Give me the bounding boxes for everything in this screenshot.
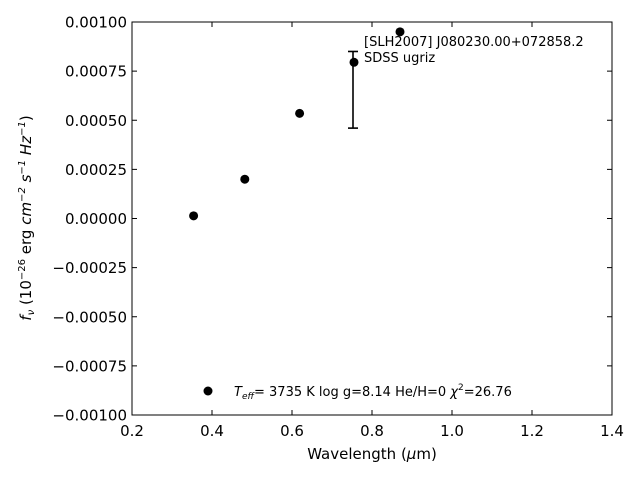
y-axis-title-f: f [17,313,35,321]
y-tick-label: 0.00000 [65,210,127,228]
legend: Teff= 3735 K log g=8.14 He/H=0 χ2=26.76 [203,383,512,402]
annotation-object-name: [SLH2007] J080230.00+072858.2 [364,35,584,50]
y-axis-title-part1: (10 [17,280,35,310]
x-tick-labels: 0.2 0.4 0.6 0.8 1.0 1.2 1.4 [120,422,624,440]
y-axis-title-exp1: −26 [17,259,28,280]
y-axis-title-exp4: −1 [17,121,28,136]
y-axis-title-cm: cm [17,202,35,225]
x-axis-title-prefix: Wavelength ( [307,445,407,463]
data-points [189,27,405,221]
legend-label: Teff= 3735 K log g=8.14 He/H=0 χ2=26.76 [234,383,512,402]
data-point [395,27,405,37]
legend-teff-subscript: eff [242,392,256,402]
legend-params: = 3735 K log g=8.14 He/H=0 [254,385,450,400]
y-tick-label: −0.00025 [52,259,127,277]
x-tick-label: 0.2 [120,422,144,440]
plot-frame [131,21,613,416]
x-axis-title-mu: μ [406,445,417,463]
y-tick-label: 0.00025 [65,161,127,179]
x-tick-label: 1.4 [600,422,624,440]
legend-chi-superscript: 2 [458,383,464,393]
y-tick-labels: 0.00100 0.00075 0.00050 0.00025 0.00000 −0.00… [52,14,127,425]
legend-chi-symbol: χ [449,385,459,400]
y-tick-label: −0.00075 [52,357,127,375]
y-tick-label: 0.00100 [65,14,127,32]
x-tick-label: 1.0 [440,422,464,440]
y-axis-title-s: s [17,174,35,187]
data-point [240,174,250,184]
y-axis-title-nu: ν [26,309,37,315]
x-tick-label: 1.2 [520,422,544,440]
y-axis-title-exp3: −1 [17,160,28,175]
axis-ticks [131,21,613,416]
x-axis-title-suffix: m) [416,445,436,463]
data-point [349,57,359,67]
x-axis-title: Wavelength (μm) [307,445,437,463]
y-axis-title-part2: erg [17,225,35,259]
y-axis-title-hz: Hz [17,135,35,160]
data-point [295,108,305,118]
y-tick-label: −0.00050 [52,308,127,326]
x-tick-label: 0.6 [280,422,304,440]
y-axis-title-exp2: −2 [17,187,28,202]
legend-chi-value: =26.76 [464,385,512,400]
y-tick-label: 0.00075 [65,63,127,81]
y-axis-title-close: ) [17,115,35,121]
y-axis-title: fν (10−26 erg cm−2 s−1 Hz−1) [17,115,37,320]
annotation-filter-set: SDSS ugriz [364,51,435,66]
x-tick-label: 0.4 [200,422,224,440]
x-tick-label: 0.8 [360,422,384,440]
legend-teff-symbol: T [234,385,243,400]
y-tick-label: 0.00050 [65,112,127,130]
legend-marker [203,386,213,396]
data-point [189,211,199,221]
y-tick-label: −0.00100 [52,407,127,425]
